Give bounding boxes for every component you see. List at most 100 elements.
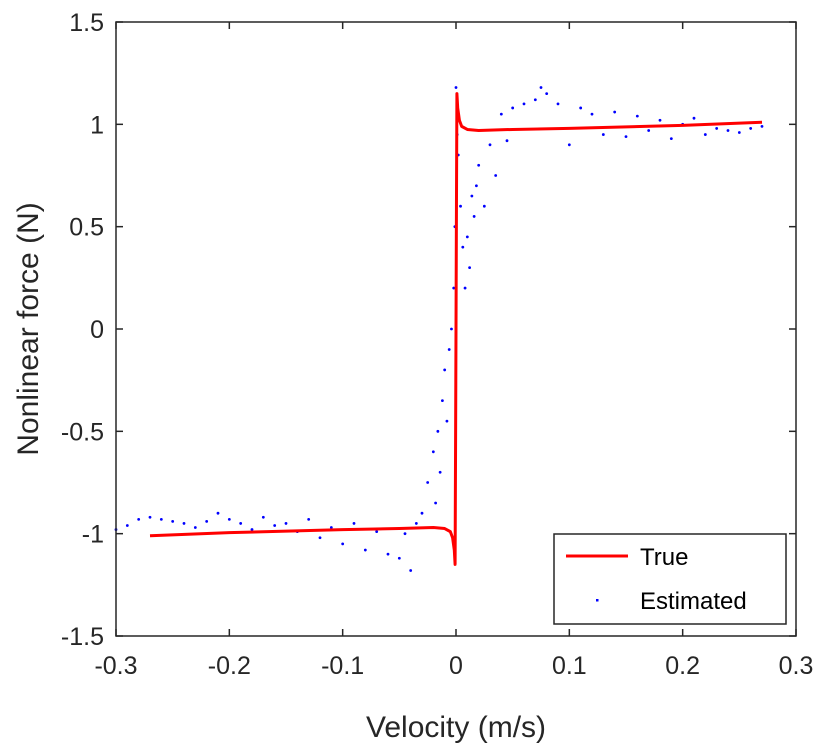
data-point-estimated: [472, 215, 476, 218]
data-point-estimated: [137, 517, 141, 521]
data-point-estimated: [468, 266, 471, 269]
data-point-estimated: [601, 133, 605, 136]
data-point-estimated: [386, 552, 390, 556]
data-point-estimated: [431, 450, 435, 454]
x-tick-label: -0.1: [321, 652, 364, 680]
data-point-estimated: [545, 92, 549, 96]
x-tick-label: 0.3: [779, 652, 814, 680]
data-point-estimated: [482, 204, 486, 208]
data-point-estimated: [452, 286, 456, 290]
data-point-estimated: [436, 429, 440, 433]
data-point-estimated: [669, 137, 673, 141]
data-point-estimated: [658, 118, 662, 122]
data-point-estimated: [613, 110, 617, 114]
legend-true-label: True: [640, 544, 688, 571]
data-point-estimated: [533, 98, 537, 102]
series-estimated: [114, 86, 764, 572]
data-point-estimated: [463, 286, 467, 290]
x-tick-label: 0.2: [665, 652, 700, 680]
legend-estimated-swatch: [596, 599, 599, 602]
data-point-estimated: [148, 515, 152, 519]
data-point-estimated: [477, 163, 481, 167]
data-point-estimated: [726, 129, 730, 132]
data-point-estimated: [434, 501, 437, 505]
data-point-estimated: [261, 515, 265, 519]
data-point-estimated: [703, 133, 707, 136]
data-point-estimated: [273, 524, 277, 527]
data-point-estimated: [318, 536, 322, 540]
data-point-estimated: [447, 348, 451, 351]
data-point-estimated: [341, 542, 345, 546]
data-point-estimated: [409, 569, 413, 572]
y-tick-label: -1: [82, 521, 104, 549]
data-point-estimated: [443, 368, 447, 372]
data-point-estimated: [397, 556, 401, 560]
data-point-estimated: [182, 522, 186, 525]
y-tick-label: -1.5: [61, 623, 104, 651]
data-point-estimated: [737, 131, 741, 134]
y-tick-label: -0.5: [61, 418, 104, 446]
data-point-estimated: [465, 235, 469, 239]
data-point-estimated: [505, 139, 509, 143]
data-point-estimated: [579, 106, 583, 110]
data-point-estimated: [556, 102, 560, 106]
legend: True Estimated: [553, 533, 787, 625]
data-point-estimated: [590, 112, 594, 116]
data-point-estimated: [329, 526, 333, 529]
data-point-estimated: [499, 112, 503, 116]
data-point-estimated: [193, 526, 197, 529]
data-point-estimated: [522, 102, 526, 106]
data-point-estimated: [567, 143, 571, 147]
data-point-estimated: [441, 399, 444, 403]
data-point-estimated: [445, 419, 449, 423]
data-point-estimated: [171, 519, 175, 523]
data-point-estimated: [125, 524, 129, 527]
x-tick-label: -0.2: [208, 652, 251, 680]
legend-box: [553, 533, 787, 625]
x-axis-title: Velocity (m/s): [366, 711, 546, 744]
data-point-estimated: [459, 204, 462, 208]
data-point-estimated: [470, 194, 474, 198]
y-tick-label: 1.5: [69, 9, 104, 37]
x-tick-label: -0.3: [94, 652, 137, 680]
data-point-estimated: [250, 528, 254, 531]
data-point-estimated: [624, 135, 628, 139]
data-point-estimated: [692, 116, 696, 120]
data-point-estimated: [749, 127, 753, 130]
y-axis-title: Nonlinear force (N): [12, 202, 45, 455]
series-true-line: [149, 92, 763, 566]
data-point-estimated: [227, 517, 231, 521]
tick-layer: -0.3 -0.2 -0.1 0 0.1 0.2 0.3 -1.5 -1 -0.5 0 0.5 1 1.5: [61, 9, 813, 680]
data-point-estimated: [216, 511, 220, 515]
data-point-estimated: [352, 522, 356, 525]
x-tick-label: 0.1: [552, 652, 587, 680]
y-tick-label: 0: [90, 316, 104, 344]
data-point-estimated: [307, 517, 311, 521]
data-point-estimated: [403, 532, 407, 536]
legend-estimated-label: Estimated: [640, 588, 747, 615]
data-point-estimated: [635, 114, 639, 118]
y-tick-label: 0.5: [69, 214, 104, 242]
data-point-estimated: [363, 548, 367, 552]
data-point-estimated: [450, 327, 453, 331]
data-point-estimated: [239, 522, 243, 525]
data-point-estimated: [511, 106, 515, 110]
x-tick-label: 0: [449, 652, 463, 680]
data-point-estimated: [375, 530, 379, 534]
data-point-estimated: [760, 124, 764, 128]
data-point-estimated: [647, 129, 651, 132]
data-point-estimated: [539, 86, 543, 89]
data-point-estimated: [494, 174, 498, 177]
data-point-estimated: [159, 517, 163, 521]
data-point-estimated: [454, 86, 458, 89]
series-layer: [114, 86, 764, 572]
data-point-estimated: [715, 127, 719, 130]
data-point-estimated: [414, 522, 418, 525]
data-point-estimated: [420, 511, 424, 515]
data-point-estimated: [438, 470, 442, 474]
data-point-estimated: [461, 245, 465, 249]
y-tick-label: 1: [90, 111, 104, 139]
data-point-estimated: [205, 519, 209, 523]
data-point-estimated: [426, 481, 430, 484]
